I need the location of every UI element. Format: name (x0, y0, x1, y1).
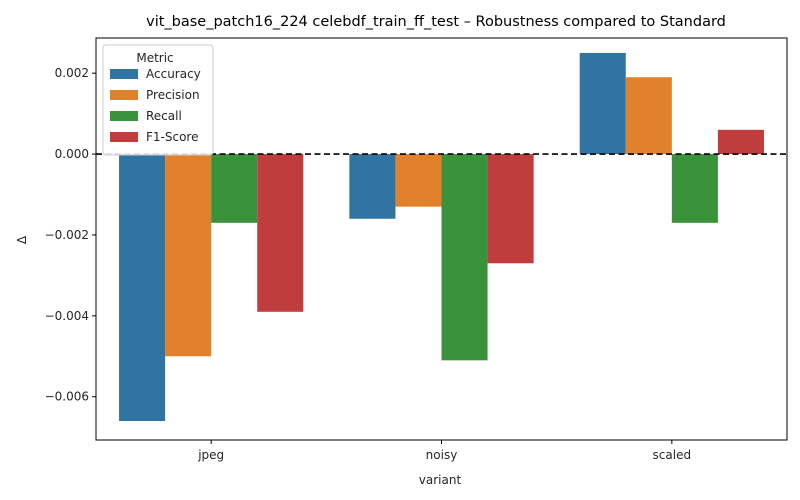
plot-area: −0.006 −0.004 −0.002 0.000 0.002 jpeg noisy sca… (45, 37, 788, 462)
bar-noisy-f1-score (487, 154, 534, 264)
x-axis-label: variant (419, 473, 462, 487)
bar-noisy-accuracy (349, 154, 396, 219)
legend-title: Metric (136, 51, 173, 65)
x-tick-label: scaled (653, 448, 692, 462)
bar-jpeg-precision (165, 154, 212, 357)
bar-jpeg-f1-score (257, 154, 304, 312)
y-tick-label: −0.006 (45, 390, 89, 404)
legend-swatch-f1-score (110, 132, 138, 142)
bar-scaled-precision (625, 77, 672, 155)
legend-swatch-recall (110, 111, 138, 121)
chart-title: vit_base_patch16_224 celebdf_train_ff_te… (146, 14, 726, 30)
legend-label-accuracy: Accuracy (146, 67, 201, 81)
y-axis-label: Δ (15, 235, 29, 244)
bar-scaled-f1-score (717, 129, 764, 155)
legend: Metric Accuracy Precision Recall F1-Score (102, 44, 214, 156)
legend-label-recall: Recall (146, 109, 182, 123)
bar-jpeg-accuracy (119, 154, 166, 421)
y-tick-label: −0.002 (45, 228, 89, 242)
legend-swatch-precision (110, 90, 138, 100)
y-tick-label: 0.002 (55, 66, 89, 80)
bar-noisy-precision (395, 154, 442, 207)
y-tick-label: 0.000 (55, 147, 89, 161)
legend-label-f1-score: F1-Score (146, 130, 198, 144)
legend-swatch-accuracy (110, 69, 138, 79)
x-tick-label: noisy (426, 448, 458, 462)
bar-scaled-recall (671, 154, 718, 223)
bar-noisy-recall (441, 154, 488, 361)
x-tick-label: jpeg (197, 448, 224, 462)
bar-jpeg-recall (211, 154, 258, 223)
legend-label-precision: Precision (146, 88, 200, 102)
bar-scaled-accuracy (579, 52, 626, 155)
y-tick-label: −0.004 (45, 309, 89, 323)
